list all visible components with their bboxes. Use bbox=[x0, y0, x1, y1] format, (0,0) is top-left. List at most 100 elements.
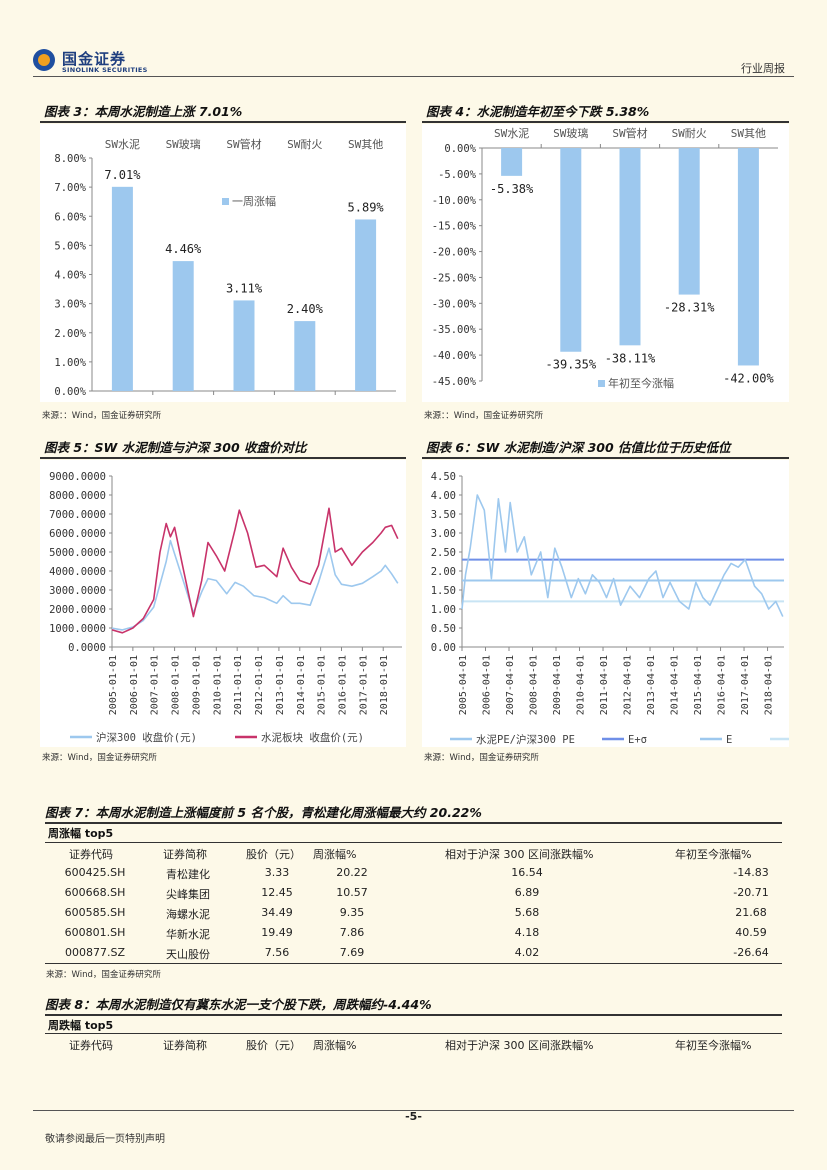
x-tick-label: 2013-01-01 bbox=[275, 655, 286, 715]
x-tick-label: 2010-01-01 bbox=[212, 655, 223, 715]
y-tick-label: 6000.0000 bbox=[49, 528, 106, 540]
x-tick-label: 2014-04-01 bbox=[670, 655, 681, 715]
fig4-bar-chart: 0.00% -5.00% -10.00% -15.00% -20.00% -25.00% -… bbox=[422, 124, 789, 402]
y-tick-label: 5.00% bbox=[54, 240, 86, 252]
y-tick-label: 0.00% bbox=[54, 386, 86, 398]
table-header-row: 证券代码 证券简称 股价（元） 周涨幅% 相对于沪深 300 区间涨跌幅% 年初至今涨幅% bbox=[45, 1034, 782, 1054]
bar-SW管材 bbox=[619, 148, 641, 346]
legend-label: 沪深300 收盘价(元) bbox=[96, 731, 197, 744]
y-tick-label: -15.00% bbox=[432, 221, 477, 233]
table-cell: 12.45 bbox=[261, 886, 293, 899]
y-tick-label: 1.00 bbox=[431, 604, 456, 616]
data-label: 7.01% bbox=[104, 168, 141, 182]
bar-SW其他 bbox=[355, 219, 377, 391]
fig3-title-rule bbox=[40, 121, 406, 123]
table-cell: 7.69 bbox=[339, 946, 365, 959]
table-row: 000877.SZ 天山股份 7.56 7.69 4.02 -26.64 bbox=[45, 943, 782, 963]
x-tick-label: 2007-01-01 bbox=[150, 655, 161, 715]
fig6-title: 图表 6：SW 水泥制造/沪深 300 估值比位于历史低位 bbox=[426, 440, 731, 455]
table-cell: 7.56 bbox=[264, 946, 290, 959]
data-label: 4.46% bbox=[165, 242, 202, 256]
y-tick-label: 4.00% bbox=[54, 270, 86, 282]
data-label: -28.31% bbox=[664, 301, 715, 315]
column-header: 股价（元） bbox=[246, 1039, 301, 1052]
y-tick-label: 3.50 bbox=[431, 509, 456, 521]
y-tick-label: 8000.0000 bbox=[49, 490, 106, 502]
table8-title: 图表 8：本周水泥制造仅有冀东水泥一支个股下跌，周跌幅约-4.44% bbox=[45, 997, 432, 1012]
category-label: SW玻璃 bbox=[166, 137, 201, 151]
x-tick-label: 2006-04-01 bbox=[482, 655, 493, 715]
legend-swatch bbox=[222, 198, 229, 205]
fig4-title-rule bbox=[422, 121, 789, 123]
y-tick-label: 0.00% bbox=[444, 143, 476, 155]
table-cell: 000877.SZ bbox=[64, 946, 126, 959]
y-tick-label: 7.00% bbox=[54, 182, 86, 194]
x-tick-label: 2013-04-01 bbox=[646, 655, 657, 715]
x-tick-label: 2017-04-01 bbox=[740, 655, 751, 715]
x-tick-label: 2008-04-01 bbox=[529, 655, 540, 715]
data-label: 3.11% bbox=[226, 281, 263, 295]
table-cell: 5.68 bbox=[514, 906, 540, 919]
table-header-row: 证券代码 证券简称 股价（元） 周涨幅% 相对于沪深 300 区间涨跌幅% 年初至今涨幅% bbox=[45, 843, 782, 863]
fig4-source: 来源：：Wind，国金证券研究所 bbox=[424, 411, 544, 421]
fig6-title-rule bbox=[422, 457, 789, 459]
data-label: -5.38% bbox=[490, 182, 534, 196]
column-header: 证券代码 bbox=[69, 848, 113, 861]
table-cell: 尖峰集团 bbox=[166, 888, 210, 901]
category-label: SW耐火 bbox=[287, 138, 322, 151]
column-header: 年初至今涨幅% bbox=[675, 1039, 752, 1052]
report-type: 行业周报 bbox=[741, 62, 785, 75]
legend-label: E+σ bbox=[628, 734, 647, 746]
category-label: SW玻璃 bbox=[553, 126, 588, 140]
table-cell: 青松建化 bbox=[166, 868, 210, 881]
y-tick-label: 2.50 bbox=[431, 547, 456, 559]
bar-SW水泥 bbox=[111, 186, 133, 391]
table-cell: 600668.SH bbox=[64, 886, 126, 899]
y-tick-label: -30.00% bbox=[432, 298, 477, 310]
y-tick-label: 8.00% bbox=[54, 153, 86, 165]
table-cell: 4.18 bbox=[514, 926, 540, 939]
y-tick-label: 1.50 bbox=[431, 585, 456, 597]
fig6-source: 来源：Wind，国金证券研究所 bbox=[424, 753, 539, 763]
x-tick-label: 2005-04-01 bbox=[458, 655, 469, 715]
table-cell: 40.59 bbox=[735, 926, 767, 939]
fig3-title: 图表 3：本周水泥制造上涨 7.01% bbox=[44, 104, 243, 119]
y-tick-label: 0.50 bbox=[431, 623, 456, 635]
x-tick-label: 2014-01-01 bbox=[296, 655, 307, 715]
y-tick-label: 4.50 bbox=[431, 471, 456, 483]
data-label: -39.35% bbox=[546, 358, 597, 372]
x-tick-label: 2017-01-01 bbox=[358, 655, 369, 715]
bar-SW耐火 bbox=[294, 321, 316, 391]
table8-subtitle: 周跌幅 top5 bbox=[48, 1019, 114, 1032]
y-tick-label: -25.00% bbox=[432, 272, 477, 284]
column-header: 证券简称 bbox=[163, 848, 207, 861]
fig3-bar-chart: 8.00% 7.00% 6.00% 5.00% 4.00% 3.00% 2.00% 1.00%… bbox=[40, 124, 406, 402]
y-tick-label: -5.00% bbox=[438, 169, 477, 181]
table-cell: 海螺水泥 bbox=[166, 908, 210, 921]
company-logo bbox=[33, 49, 55, 71]
series-line-1 bbox=[111, 507, 399, 634]
category-label: SW耐火 bbox=[672, 127, 707, 140]
category-label: SW管材 bbox=[226, 137, 261, 151]
data-label: 5.89% bbox=[348, 200, 385, 214]
legend-label: E bbox=[726, 734, 732, 746]
table7-title: 图表 7：本周水泥制造上涨幅度前 5 名个股，青松建化周涨幅最大约 20.22% bbox=[45, 805, 482, 820]
x-tick-label: 2010-04-01 bbox=[576, 655, 587, 715]
page-number: -5- bbox=[405, 1110, 422, 1123]
table-cell: 600585.SH bbox=[64, 906, 126, 919]
table7-source: 来源：Wind，国金证券研究所 bbox=[46, 970, 161, 980]
y-tick-label: -45.00% bbox=[432, 376, 477, 388]
x-tick-label: 2018-01-01 bbox=[379, 655, 390, 715]
table-cell: 600425.SH bbox=[64, 866, 126, 879]
logo-name-cn: 国金证券 bbox=[62, 50, 127, 68]
table8-top-rule bbox=[45, 1014, 782, 1016]
y-tick-label: 4000.0000 bbox=[49, 566, 106, 578]
category-label: SW水泥 bbox=[105, 138, 140, 151]
category-label: SW其他 bbox=[348, 138, 383, 151]
y-tick-label: 1.00% bbox=[54, 357, 86, 369]
y-tick-label: 0.0000 bbox=[68, 642, 106, 654]
table8-subtitle-rule bbox=[45, 1033, 782, 1034]
x-tick-label: 2009-01-01 bbox=[191, 655, 202, 715]
legend-label: 水泥板块 收盘价(元) bbox=[261, 731, 364, 744]
table-cell: 3.33 bbox=[264, 866, 290, 879]
